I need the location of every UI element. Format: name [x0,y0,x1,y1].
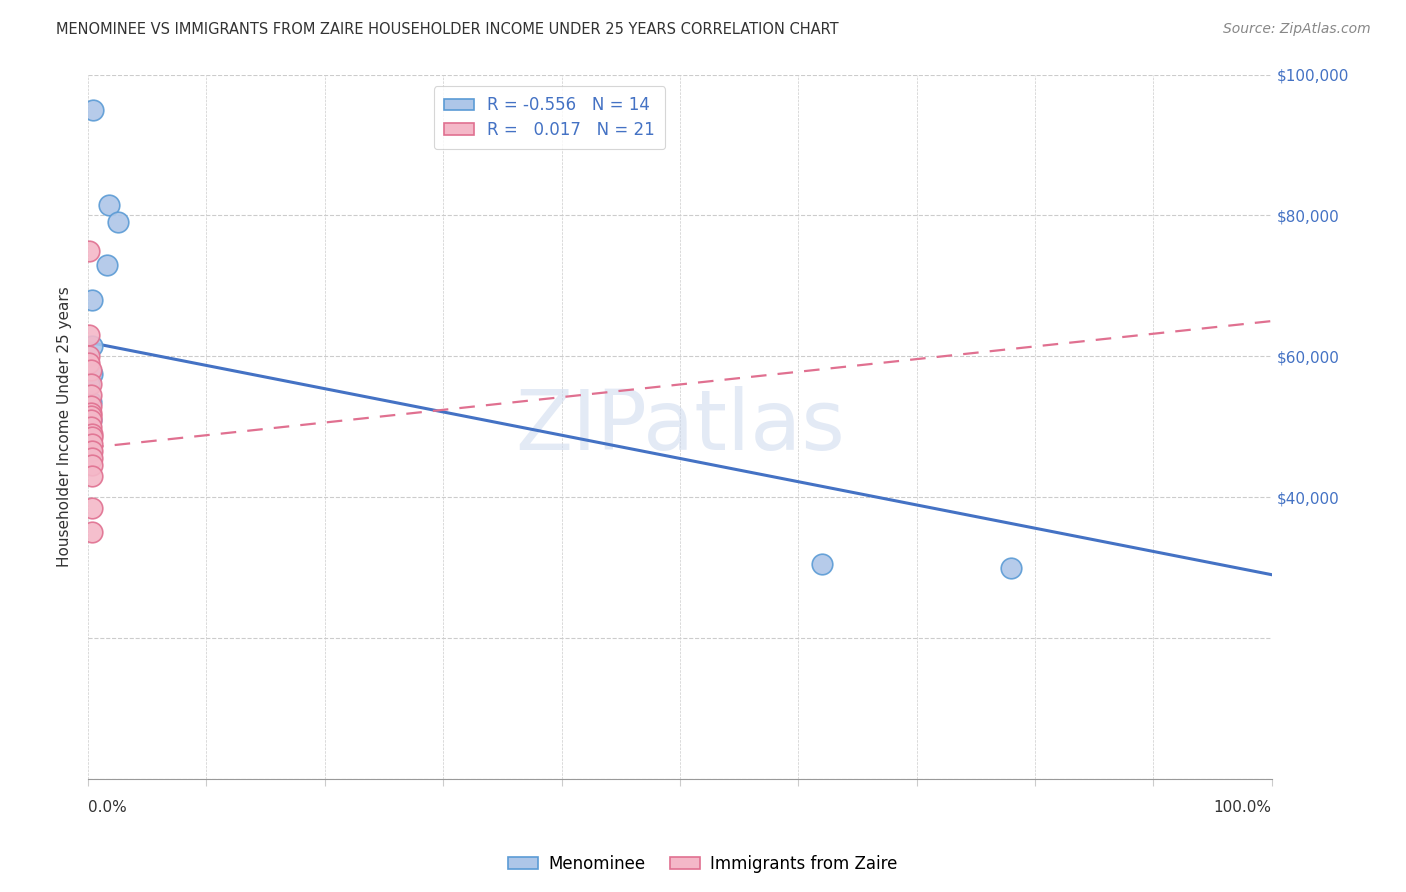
Point [79,244,101,258]
Text: MENOMINEE VS IMMIGRANTS FROM ZAIRE HOUSEHOLDER INCOME UNDER 25 YEARS CORRELATION: MENOMINEE VS IMMIGRANTS FROM ZAIRE HOUSE… [56,22,839,37]
Point [79,377,101,392]
Point [80,437,103,451]
Point [79,388,101,402]
Point [79,328,101,343]
Point [80,293,103,307]
Point [79,409,101,424]
Point [79,399,101,413]
Point [811,557,834,571]
Point [79,426,101,441]
Point [79,349,101,363]
Point [98,198,121,212]
Point [80,525,103,540]
Point [107,215,129,229]
Point [79,356,101,370]
Point [79,413,101,427]
Text: ZIPatlas: ZIPatlas [515,386,845,467]
Point [80,458,103,473]
Point [79,395,101,409]
Point [79,377,101,392]
Point [80,451,103,466]
Point [1000,560,1022,574]
Point [80,430,103,444]
Point [96,258,118,272]
Point [80,500,103,515]
Legend: Menominee, Immigrants from Zaire: Menominee, Immigrants from Zaire [502,848,904,880]
Point [79,413,101,427]
Point [79,363,101,377]
Legend: R = -0.556   N = 14, R =   0.017   N = 21: R = -0.556 N = 14, R = 0.017 N = 21 [434,87,665,149]
Point [80,444,103,458]
Point [80,367,103,381]
Point [79,406,101,420]
Point [82,103,104,117]
Text: 100.0%: 100.0% [1213,800,1271,815]
Point [80,426,103,441]
Y-axis label: Householder Income Under 25 years: Householder Income Under 25 years [58,286,72,567]
Point [80,469,103,483]
Point [80,339,103,353]
Point [79,444,101,458]
Point [79,419,101,434]
Text: Source: ZipAtlas.com: Source: ZipAtlas.com [1223,22,1371,37]
Text: 0.0%: 0.0% [89,800,127,815]
